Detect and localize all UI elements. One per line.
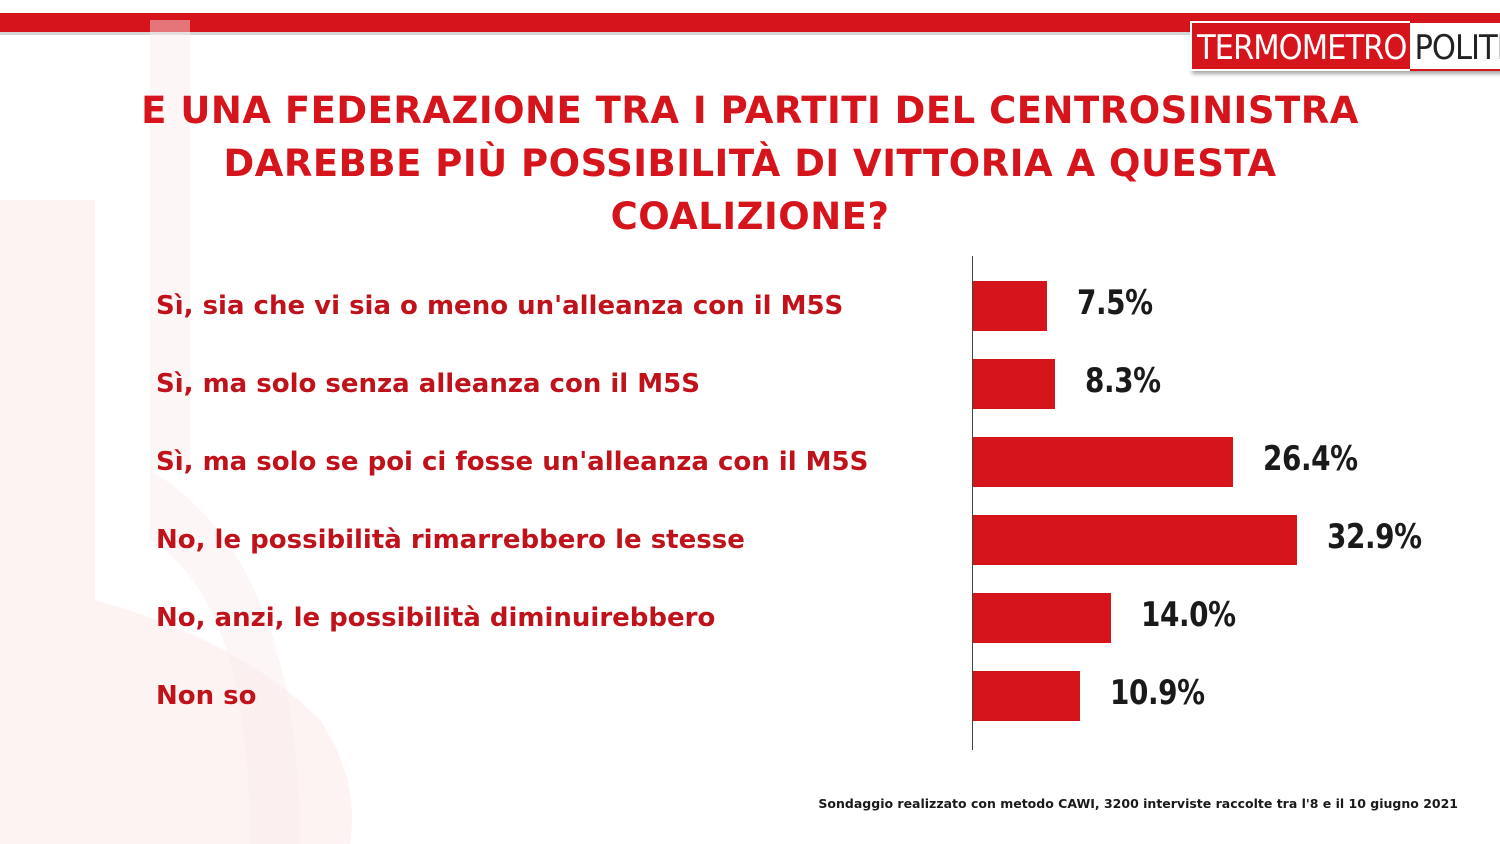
survey-footnote: Sondaggio realizzato con metodo CAWI, 32… <box>818 796 1458 811</box>
chart-axis-line <box>972 256 973 750</box>
title-line-2: DAREBBE PIÙ POSSIBILITÀ DI VITTORIA A QU… <box>223 142 1277 185</box>
category-label: No, anzi, le possibilità diminuirebbero <box>156 603 716 633</box>
value-label: 26.4% <box>1263 439 1358 479</box>
logo-part-white: POLITICO <box>1410 21 1500 71</box>
value-label: 14.0% <box>1140 595 1236 635</box>
value-label: 32.9% <box>1327 517 1422 557</box>
logo-part-red: TERMOMETRO <box>1190 21 1411 71</box>
chart-title: E UNA FEDERAZIONE TRA I PARTITI DEL CENT… <box>80 84 1420 243</box>
bar <box>973 515 1298 565</box>
category-label: Sì, ma solo senza alleanza con il M5S <box>156 369 700 399</box>
title-line-1: E UNA FEDERAZIONE TRA I PARTITI DEL CENT… <box>141 89 1359 132</box>
top-accent-bar-shadow <box>0 32 1500 35</box>
value-label: 7.5% <box>1076 283 1153 323</box>
bar <box>973 593 1111 643</box>
category-label: Sì, ma solo se poi ci fosse un'alleanza … <box>156 447 869 477</box>
value-label: 10.9% <box>1110 673 1206 713</box>
value-label: 8.3% <box>1084 361 1161 401</box>
termometro-politico-logo: TERMOMETRO POLITICO <box>1190 21 1500 71</box>
bar <box>973 281 1047 331</box>
bar <box>973 437 1234 487</box>
bar <box>973 359 1055 409</box>
category-label: Non so <box>156 681 257 711</box>
top-accent-bar <box>0 13 1500 32</box>
category-label: Sì, sia che vi sia o meno un'alleanza co… <box>156 291 844 321</box>
title-line-3: COALIZIONE? <box>610 195 890 238</box>
bar <box>973 671 1081 721</box>
category-label: No, le possibilità rimarrebbero le stess… <box>156 525 745 555</box>
